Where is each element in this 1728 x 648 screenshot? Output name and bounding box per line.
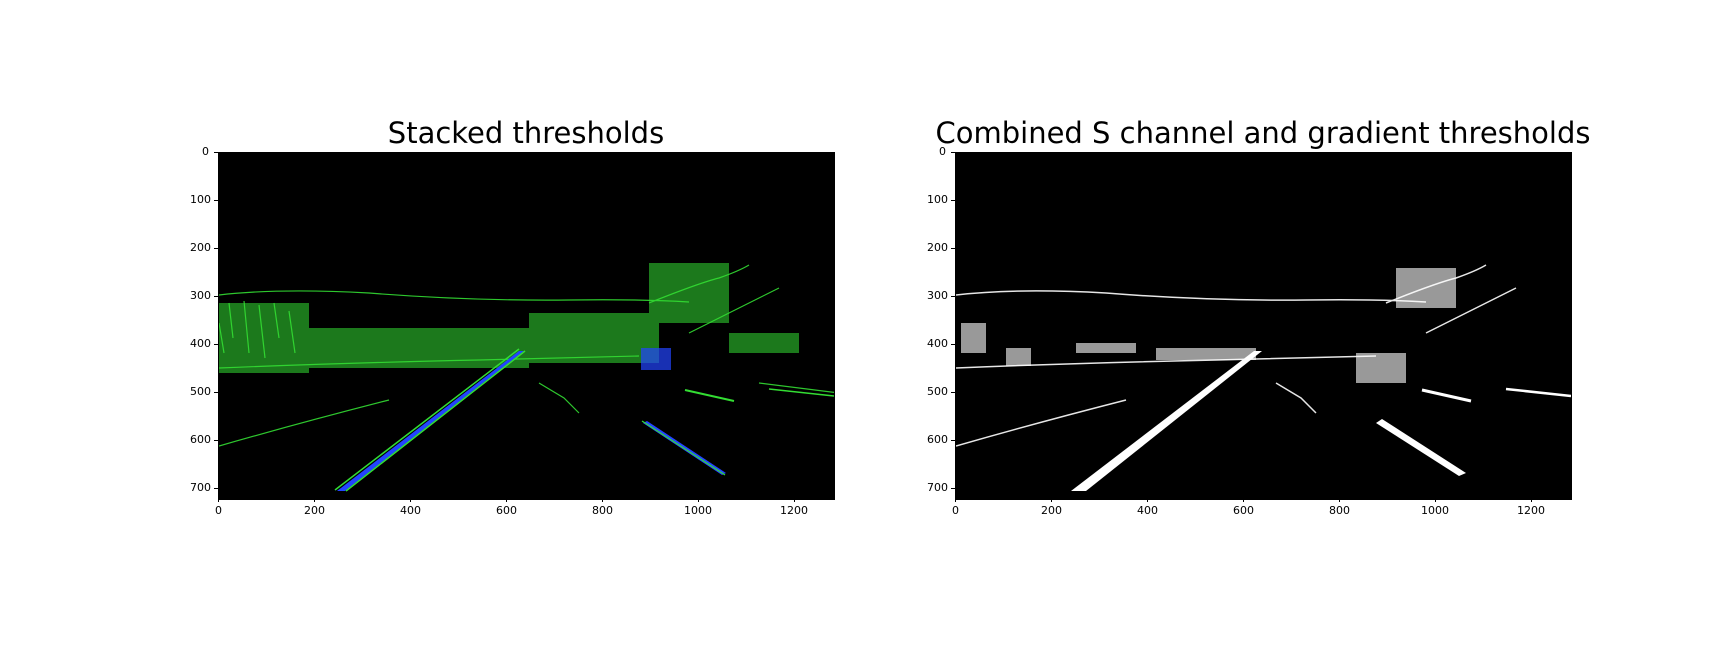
x-tick [1243, 498, 1244, 502]
x-tick [955, 498, 956, 502]
y-tick [214, 440, 218, 441]
y-tick [214, 296, 218, 297]
y-tick [951, 296, 955, 297]
y-tick-label: 600 [927, 433, 948, 446]
x-tick-label: 200 [1041, 504, 1062, 517]
x-tick-label: 600 [496, 504, 517, 517]
x-tick [1051, 498, 1052, 502]
y-tick [951, 488, 955, 489]
x-tick [698, 498, 699, 502]
image-frame [955, 152, 1572, 500]
y-tick-label: 100 [927, 193, 948, 206]
x-tick-label: 1000 [1421, 504, 1449, 517]
x-tick [1531, 498, 1532, 502]
x-tick-label: 1000 [684, 504, 712, 517]
y-tick [951, 440, 955, 441]
y-tick-label: 600 [190, 433, 211, 446]
x-tick [218, 498, 219, 502]
y-tick [951, 152, 955, 153]
y-tick [951, 200, 955, 201]
y-tick-label: 400 [190, 337, 211, 350]
combined-threshold-image [956, 153, 1571, 499]
y-tick [951, 392, 955, 393]
x-tick-label: 400 [1137, 504, 1158, 517]
y-tick [214, 200, 218, 201]
x-tick-label: 0 [952, 504, 959, 517]
y-tick-label: 700 [927, 481, 948, 494]
panel-title: Combined S channel and gradient threshol… [935, 116, 1591, 150]
x-tick [1339, 498, 1340, 502]
y-tick [951, 248, 955, 249]
y-tick [214, 152, 218, 153]
y-tick-label: 400 [927, 337, 948, 350]
x-tick-label: 800 [592, 504, 613, 517]
y-tick-label: 200 [927, 241, 948, 254]
x-tick-label: 200 [304, 504, 325, 517]
x-tick-label: 1200 [780, 504, 808, 517]
y-tick-label: 100 [190, 193, 211, 206]
x-tick-label: 400 [400, 504, 421, 517]
x-tick [1435, 498, 1436, 502]
y-tick-label: 500 [190, 385, 211, 398]
y-tick [214, 488, 218, 489]
x-tick-label: 600 [1233, 504, 1254, 517]
y-tick-label: 300 [927, 289, 948, 302]
x-tick-label: 0 [215, 504, 222, 517]
x-tick-label: 1200 [1517, 504, 1545, 517]
x-tick [794, 498, 795, 502]
y-tick-label: 0 [939, 145, 946, 158]
stacked-threshold-image [219, 153, 834, 499]
y-tick-label: 500 [927, 385, 948, 398]
x-tick [602, 498, 603, 502]
y-tick [214, 344, 218, 345]
image-frame [218, 152, 835, 500]
x-tick [506, 498, 507, 502]
y-tick [951, 344, 955, 345]
y-tick-label: 700 [190, 481, 211, 494]
y-tick [214, 248, 218, 249]
y-tick [214, 392, 218, 393]
y-tick-label: 0 [202, 145, 209, 158]
y-tick-label: 300 [190, 289, 211, 302]
y-tick-label: 200 [190, 241, 211, 254]
x-tick [314, 498, 315, 502]
x-tick [410, 498, 411, 502]
panel-title: Stacked thresholds [387, 116, 665, 150]
x-tick [1147, 498, 1148, 502]
x-tick-label: 800 [1329, 504, 1350, 517]
